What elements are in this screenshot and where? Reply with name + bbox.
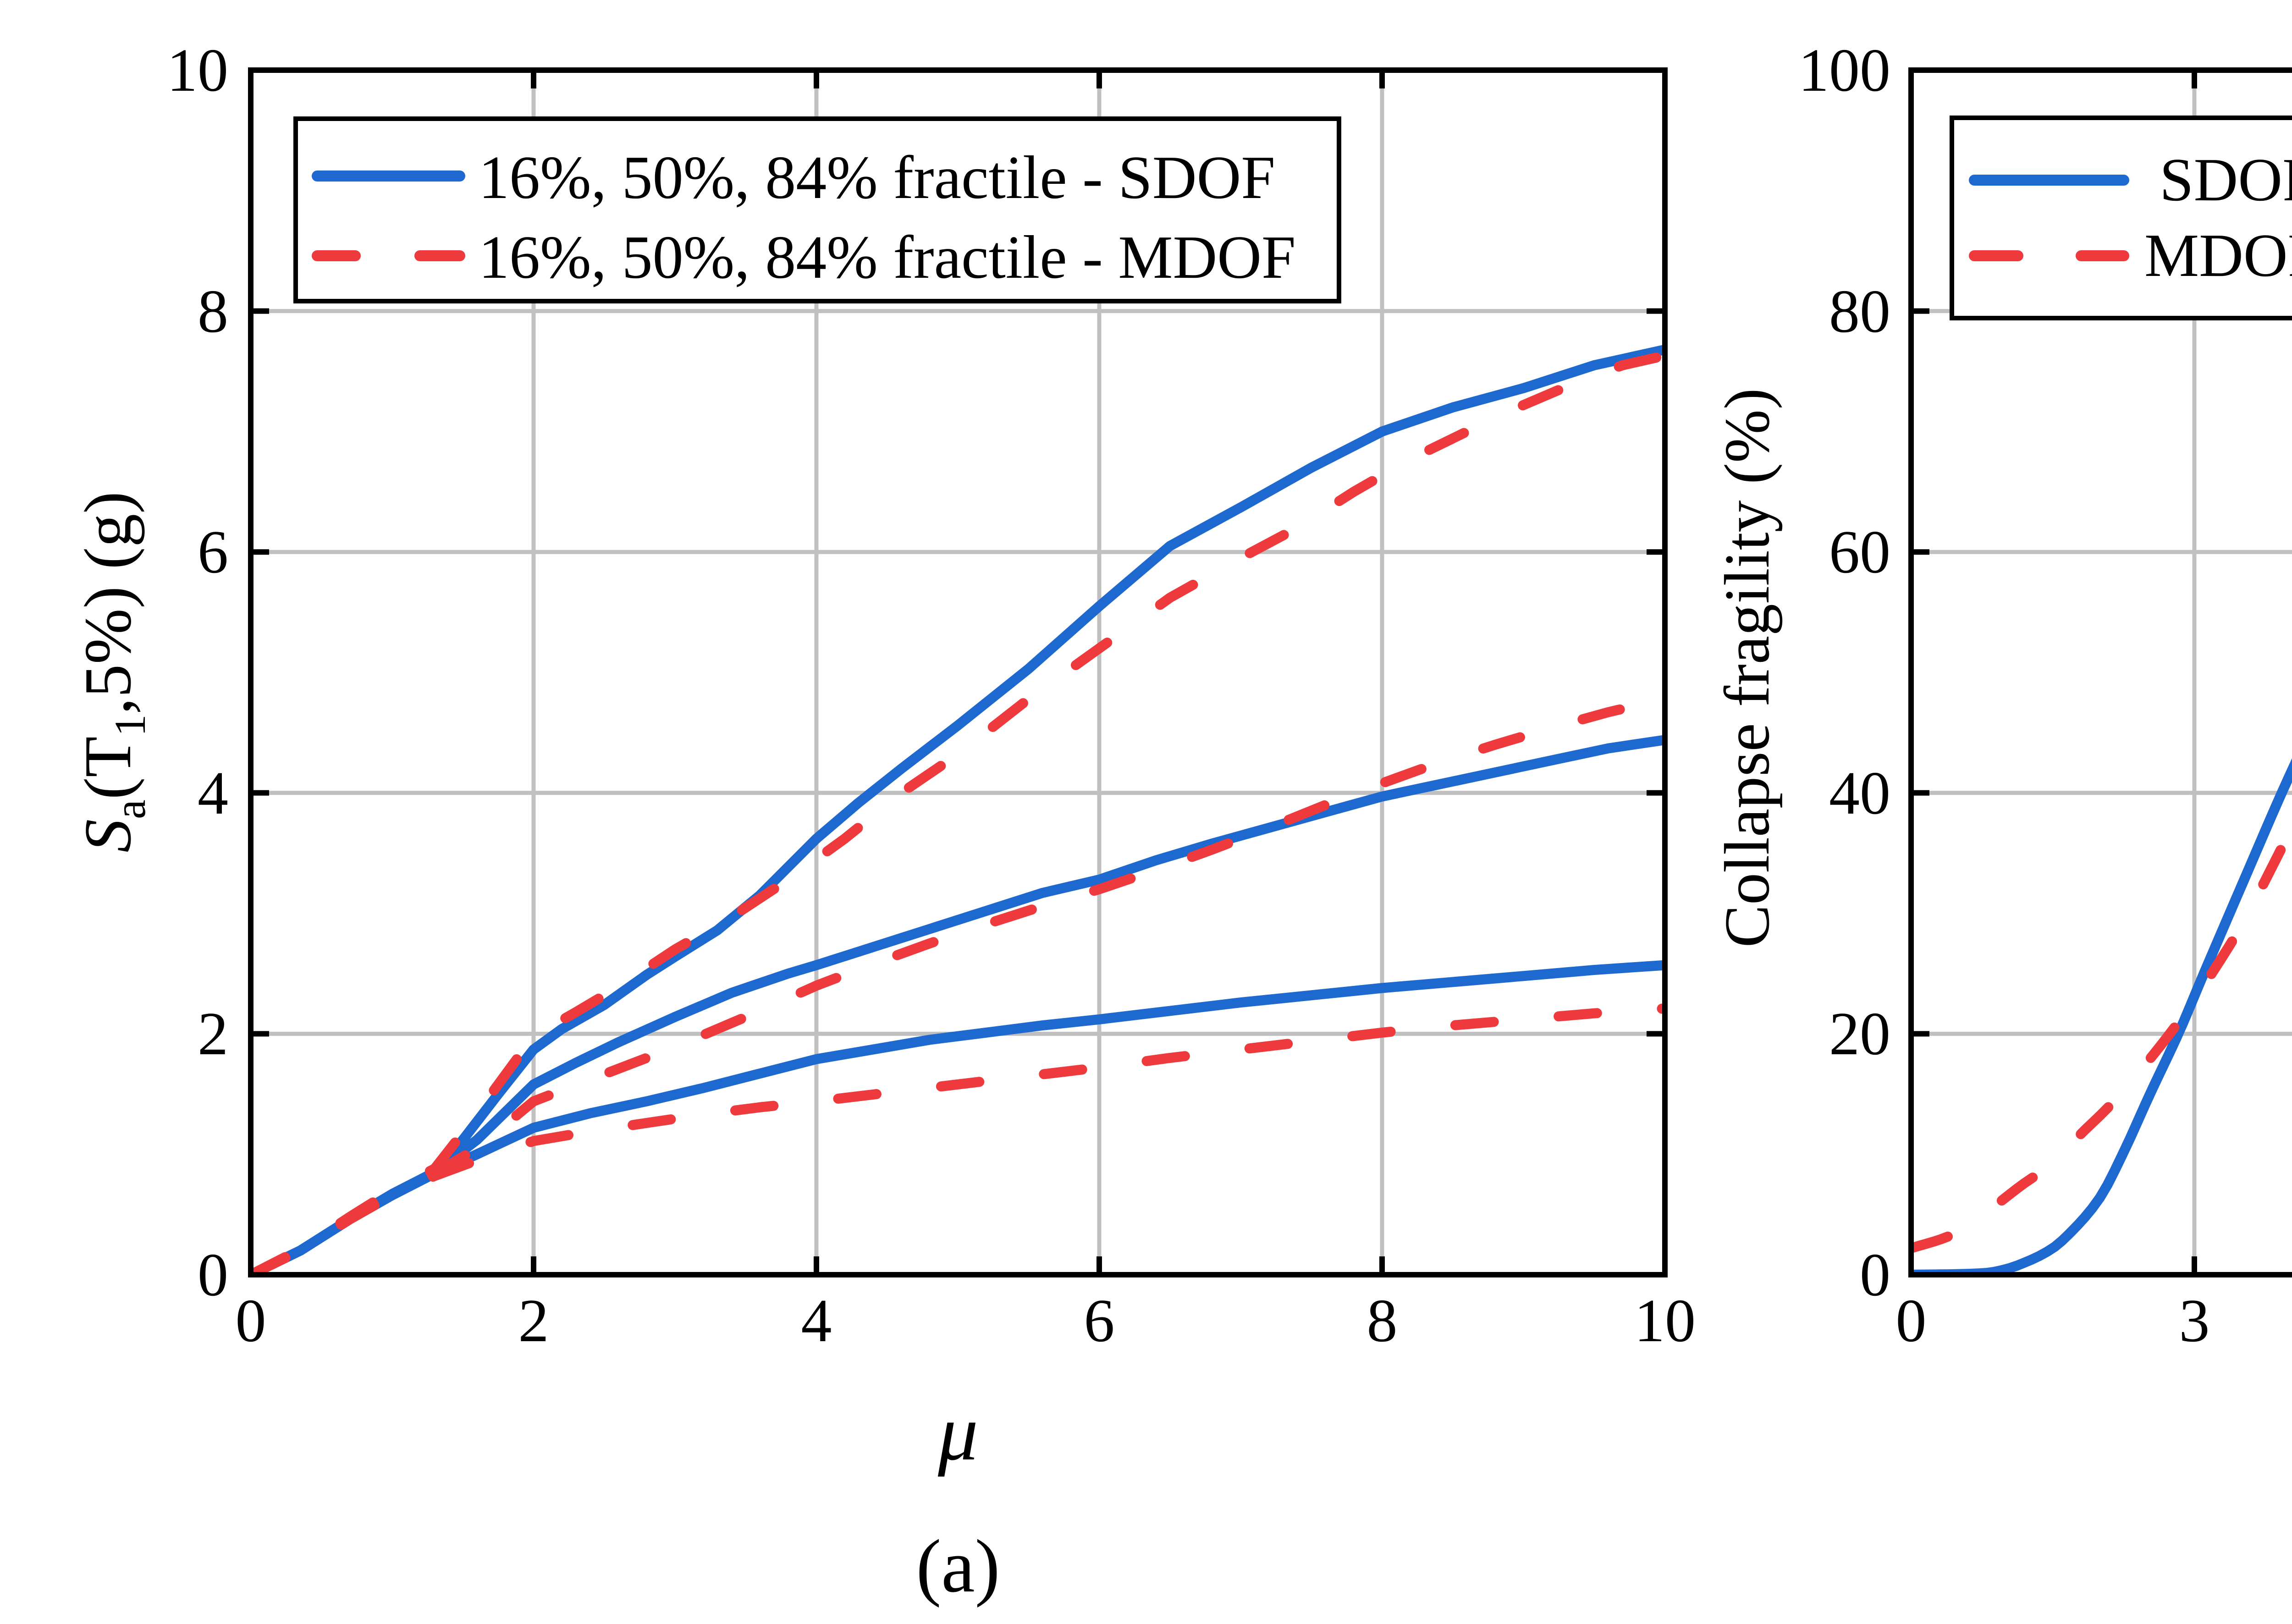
svg-text:2: 2 (198, 1000, 228, 1068)
svg-text:0: 0 (198, 1241, 228, 1309)
svg-text:MDOF: MDOF (2144, 221, 2292, 289)
svg-text:10: 10 (167, 36, 228, 104)
svg-text:Sa(T1,5%) (g): Sa(T1,5%) (g) (71, 491, 154, 853)
svg-text:16%, 50%, 84% fractile - SDOF: 16%, 50%, 84% fractile - SDOF (479, 143, 1275, 211)
svg-text:SDOF: SDOF (2160, 146, 2292, 214)
svg-text:80: 80 (1829, 277, 1890, 345)
svg-text:10: 10 (1634, 1287, 1696, 1354)
svg-text:(a): (a) (916, 1524, 1000, 1608)
svg-text:6: 6 (1084, 1287, 1115, 1354)
svg-text:4: 4 (801, 1287, 832, 1354)
svg-text:Collapse fragility (%): Collapse fragility (%) (1712, 388, 1783, 948)
svg-text:20: 20 (1829, 1000, 1890, 1068)
svg-text:60: 60 (1829, 518, 1890, 586)
svg-text:6: 6 (198, 518, 228, 586)
svg-text:8: 8 (1367, 1287, 1398, 1354)
svg-text:3: 3 (2179, 1287, 2210, 1354)
svg-text:0: 0 (1860, 1241, 1890, 1309)
svg-text:4: 4 (198, 759, 228, 827)
svg-text:100: 100 (1798, 36, 1890, 104)
svg-text:0: 0 (1896, 1287, 1927, 1354)
svg-text:2: 2 (518, 1287, 549, 1354)
svg-text:8: 8 (198, 277, 228, 345)
svg-text:0: 0 (236, 1287, 266, 1354)
svg-text:16%, 50%, 84% fractile - MDOF: 16%, 50%, 84% fractile - MDOF (479, 223, 1296, 291)
svg-text:μ: μ (937, 1388, 978, 1477)
svg-text:40: 40 (1829, 759, 1890, 827)
